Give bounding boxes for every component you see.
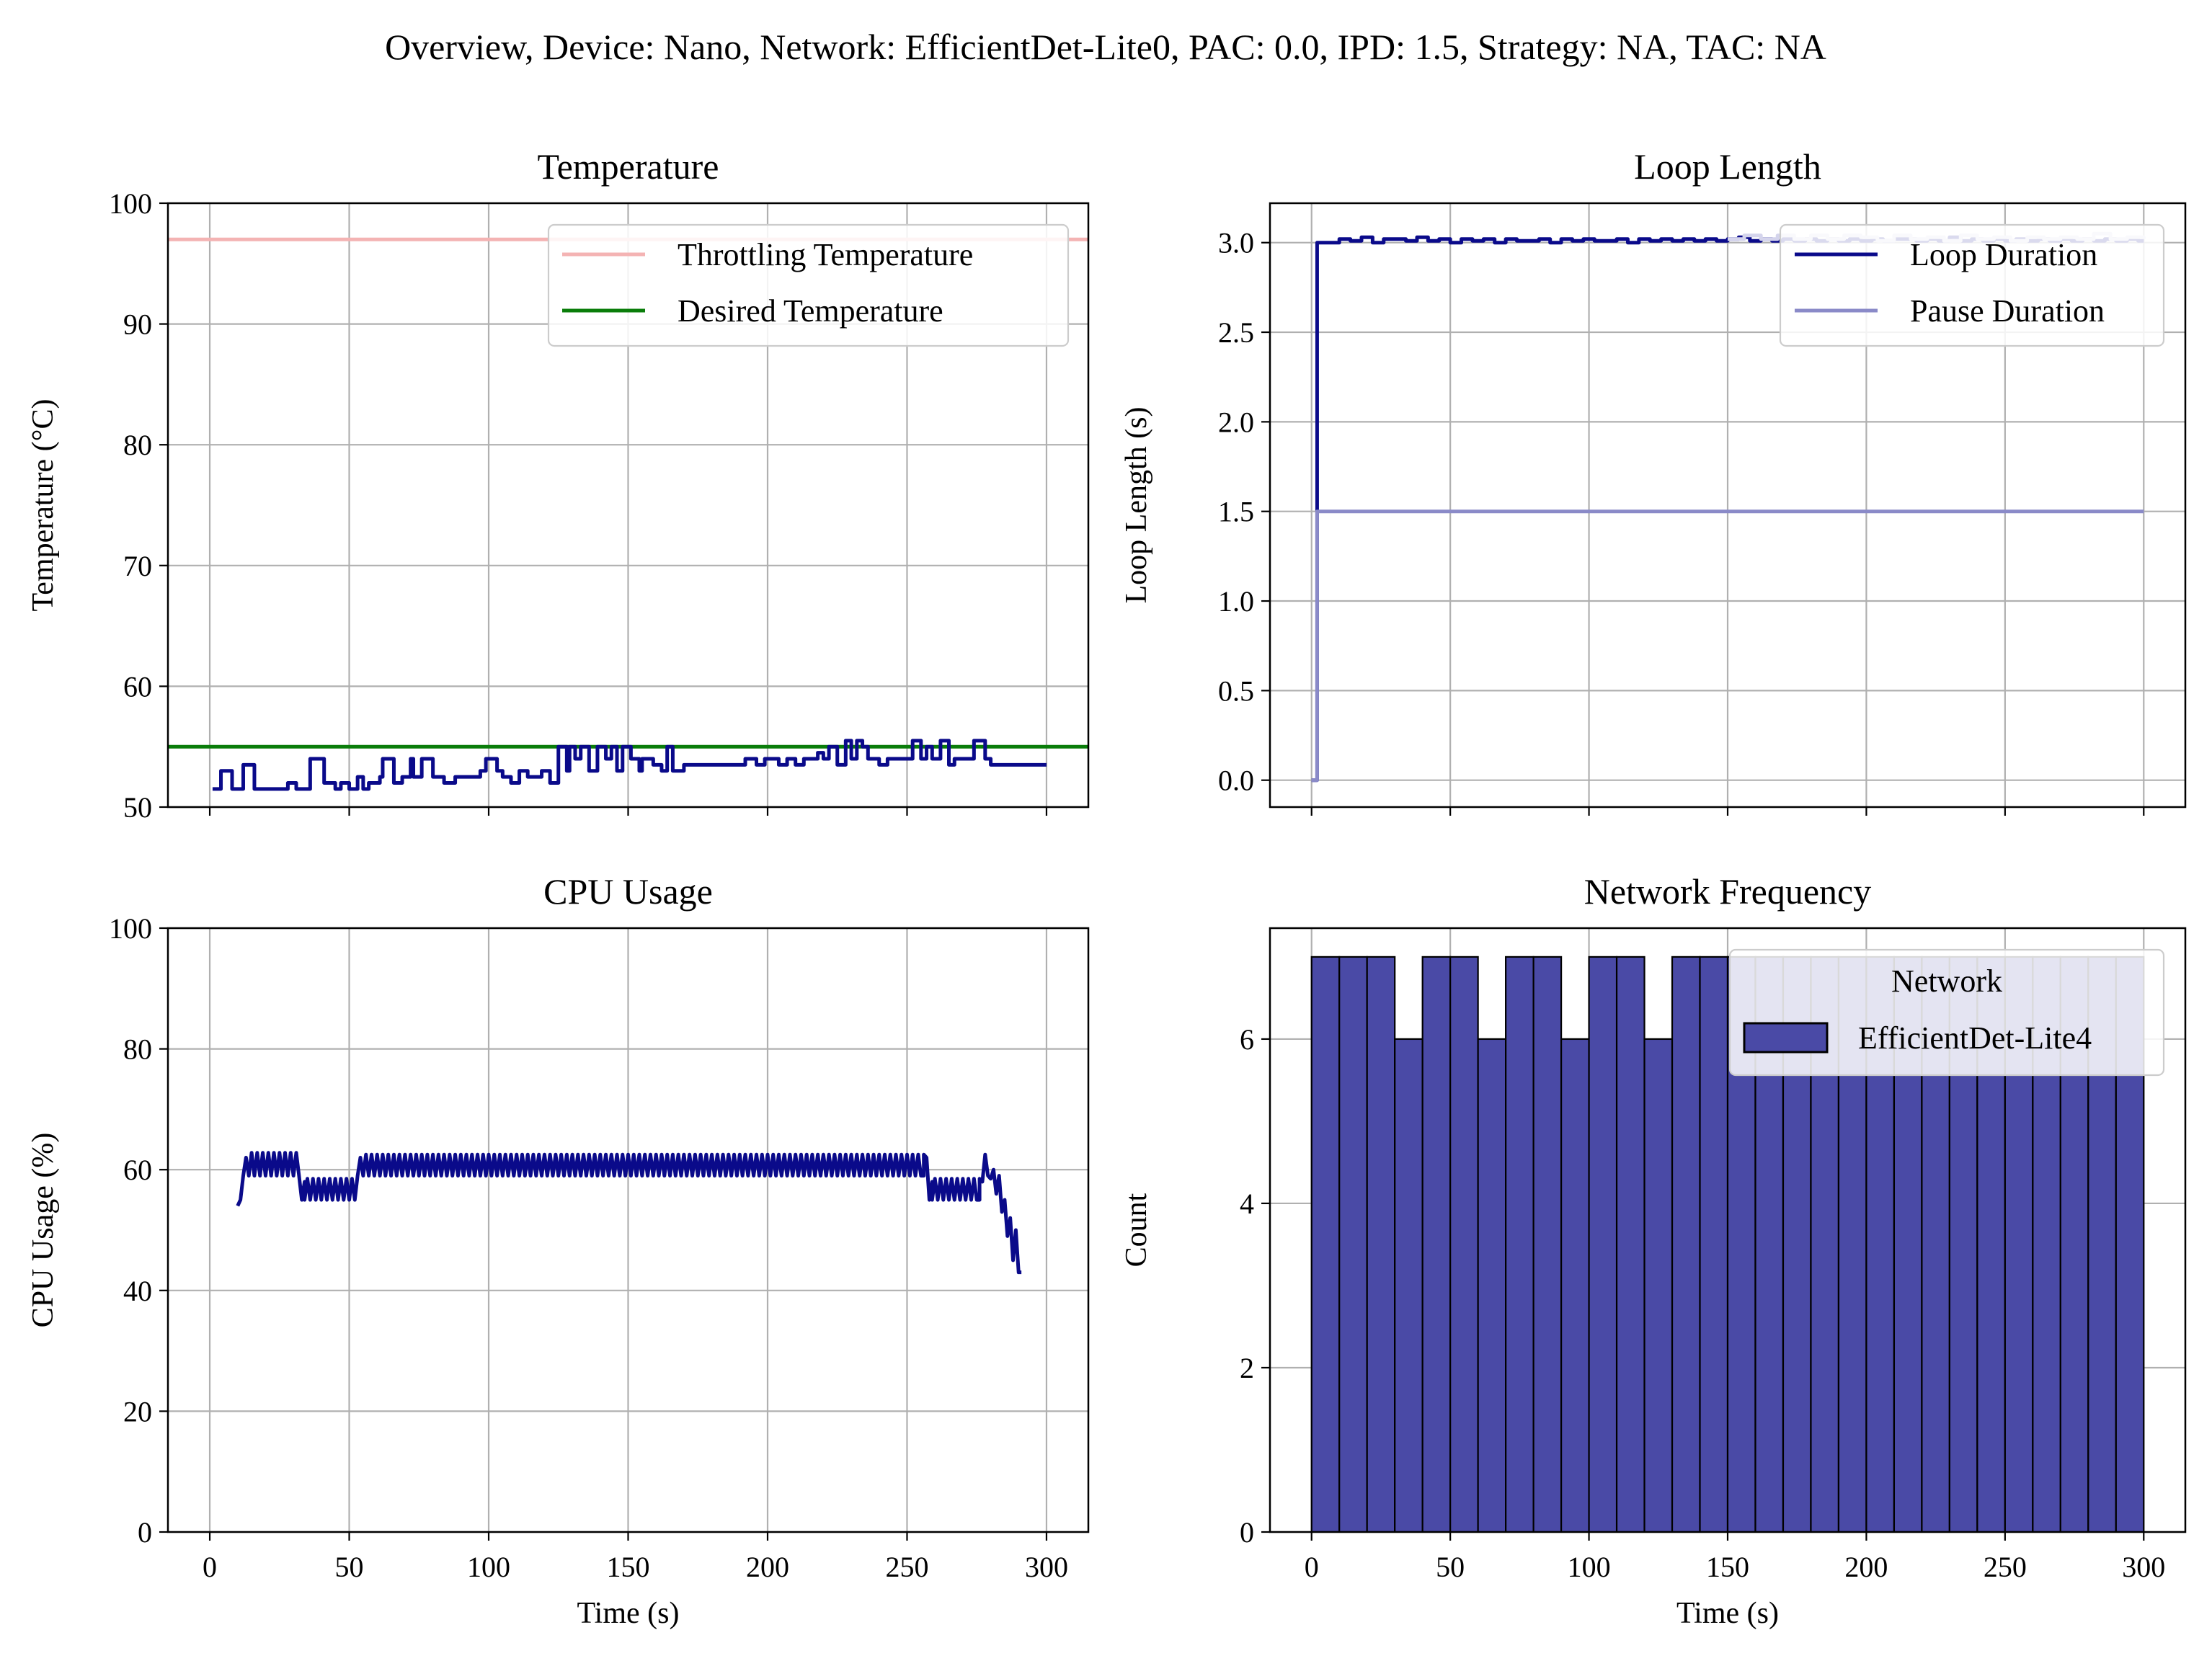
histogram-bar	[1366, 956, 1396, 1532]
x-tick-label: 300	[1025, 1551, 1068, 1583]
legend: Network EfficientDet-Lite4	[1728, 948, 2165, 1077]
panel-title: Temperature	[538, 146, 719, 187]
y-tick-label: 0	[138, 1516, 152, 1549]
legend-label: Throttling Temperature	[678, 237, 973, 272]
x-tick-label: 150	[607, 1551, 650, 1583]
y-tick-label: 90	[123, 308, 152, 341]
legend-frame	[1728, 948, 2165, 1077]
x-tick-label: 150	[1706, 1551, 1749, 1583]
y-tick-label: 80	[123, 1033, 152, 1066]
histogram-bar	[1699, 956, 1729, 1532]
x-tick-label: 300	[2122, 1551, 2165, 1583]
panel-title: CPU Usage	[543, 871, 713, 912]
x-tick-label: 0	[203, 1551, 217, 1583]
y-tick-label: 100	[109, 912, 152, 945]
y-tick-label: 4	[1240, 1188, 1254, 1220]
y-axis-label: Loop Length (s)	[1120, 407, 1153, 604]
legend: Loop Duration Pause Duration	[1779, 223, 2165, 347]
panel-title: Loop Length	[1634, 146, 1821, 187]
y-axis-label: Count	[1120, 1193, 1153, 1267]
histogram-bar	[1421, 956, 1452, 1532]
series-line	[236, 1151, 1022, 1275]
panel-0: 50 60 70 80 90 100 Temperature Temperature (°C)…	[27, 146, 1090, 824]
panel-2: 0 50 100 150 200 250 300 0 20 40 60 80 100 CPU Usage T…	[27, 871, 1090, 1630]
legend: Throttling Temperature Desired Temperatur…	[547, 223, 1070, 347]
histogram-bar	[1449, 956, 1479, 1532]
histogram-bar	[1477, 1038, 1507, 1532]
legend-label: Loop Duration	[1910, 237, 2097, 272]
x-tick-label: 50	[335, 1551, 364, 1583]
histogram-bar	[1338, 956, 1368, 1532]
figure-suptitle: Overview, Device: Nano, Network: Efficie…	[385, 27, 1826, 67]
x-axis-label: Time (s)	[1676, 1597, 1779, 1630]
legend-label: Desired Temperature	[678, 293, 943, 329]
y-tick-label: 2	[1240, 1352, 1254, 1384]
histogram-bar	[1310, 956, 1341, 1532]
histogram-bar	[1588, 956, 1618, 1532]
panel-1: 0.0 0.5 1.0 1.5 2.0 2.5 3.0 Loop Length Loop Len…	[1120, 146, 2187, 816]
series-line	[1311, 509, 2144, 783]
y-tick-label: 80	[123, 429, 152, 461]
legend-title: Network	[1891, 963, 2002, 999]
y-tick-label: 0.5	[1218, 674, 1254, 707]
histogram-bar	[1615, 956, 1645, 1532]
y-tick-label: 60	[123, 670, 152, 703]
legend-frame	[547, 223, 1070, 347]
legend-swatch	[1743, 1022, 1829, 1054]
y-tick-label: 2.5	[1218, 316, 1254, 349]
y-axis-label: CPU Usage (%)	[27, 1133, 60, 1328]
histogram-bar	[1532, 956, 1563, 1532]
panel-3: 0 50 100 150 200 250 300 0 2 4 6 Network Frequency T…	[1120, 871, 2187, 1630]
histogram-bar	[1560, 1038, 1590, 1532]
y-tick-label: 70	[123, 550, 152, 582]
series-line	[212, 739, 1047, 791]
y-tick-label: 1.5	[1218, 496, 1254, 528]
x-axis-label: Time (s)	[577, 1597, 680, 1630]
legend-label: EfficientDet-Lite4	[1858, 1020, 2092, 1056]
y-tick-label: 2.0	[1218, 406, 1254, 438]
histogram-bar	[1505, 956, 1534, 1532]
x-tick-label: 100	[467, 1551, 510, 1583]
y-tick-label: 60	[123, 1154, 152, 1186]
x-tick-label: 100	[1568, 1551, 1611, 1583]
histogram-bar	[1643, 1038, 1674, 1532]
y-tick-label: 0.0	[1218, 765, 1254, 797]
y-axis-label: Temperature (°C)	[27, 399, 60, 612]
y-tick-label: 1.0	[1218, 585, 1254, 618]
x-tick-label: 50	[1436, 1551, 1465, 1583]
x-tick-label: 0	[1305, 1551, 1319, 1583]
histogram-bar	[1394, 1038, 1423, 1532]
x-tick-label: 250	[885, 1551, 928, 1583]
x-tick-label: 200	[1844, 1551, 1888, 1583]
legend-label: Pause Duration	[1910, 293, 2105, 329]
x-tick-label: 250	[1984, 1551, 2027, 1583]
y-tick-label: 100	[109, 187, 152, 220]
plot-area	[236, 1151, 1022, 1275]
y-tick-label: 20	[123, 1395, 152, 1428]
y-tick-label: 50	[123, 791, 152, 824]
y-tick-label: 6	[1240, 1023, 1254, 1056]
y-tick-label: 3.0	[1218, 227, 1254, 259]
histogram-bar	[1671, 956, 1701, 1532]
panel-title: Network Frequency	[1584, 871, 1872, 912]
y-tick-label: 0	[1240, 1516, 1254, 1549]
y-tick-label: 40	[123, 1275, 152, 1307]
x-tick-label: 200	[746, 1551, 789, 1583]
